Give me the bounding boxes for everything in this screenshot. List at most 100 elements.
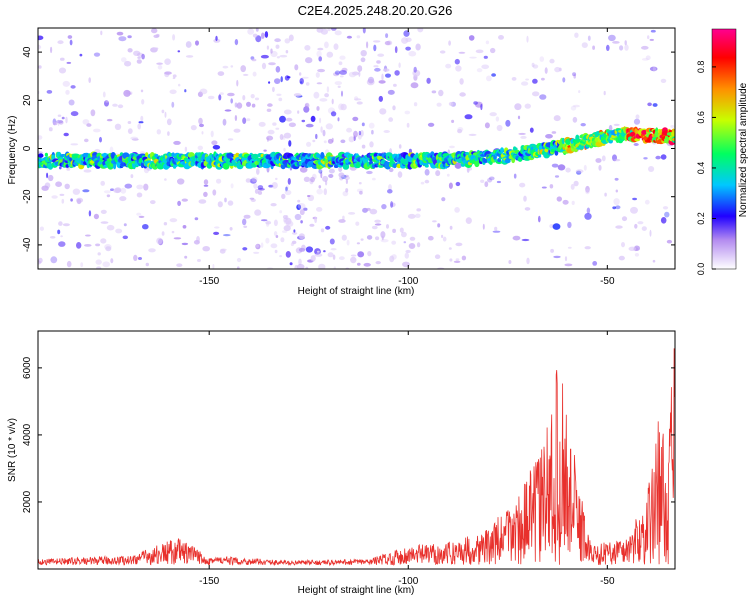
heatmap-speckle — [300, 220, 303, 224]
heatmap-speckle — [140, 89, 144, 93]
x-tick-label: -150 — [199, 276, 219, 287]
heatmap-speckle — [438, 89, 444, 97]
heatmap-speckle — [333, 72, 340, 77]
ridge-cell — [38, 153, 44, 158]
heatmap-speckle — [151, 28, 158, 34]
heatmap-speckle — [360, 50, 367, 57]
heatmap-speckle — [213, 231, 220, 235]
heatmap-speckle — [90, 109, 96, 117]
heatmap-speckle — [163, 222, 168, 226]
heatmap-speckle — [299, 209, 305, 216]
heatmap-speckle — [424, 179, 430, 184]
heatmap-speckle — [513, 173, 517, 179]
heatmap-speckle — [408, 243, 416, 249]
heatmap-speckle — [195, 40, 199, 46]
heatmap-speckle — [521, 81, 529, 86]
heatmap-speckle — [193, 240, 200, 245]
heatmap-speckle — [481, 64, 490, 70]
heatmap-speckle — [57, 40, 64, 45]
heatmap-speckle — [295, 247, 303, 254]
heatmap-speckle — [55, 181, 62, 187]
heatmap-speckle — [249, 197, 255, 200]
heatmap-speckle — [282, 230, 288, 233]
spectrogram-y-ticks: -40 -20 0 20 40 — [22, 46, 675, 252]
heatmap-speckle — [216, 178, 222, 184]
heatmap-speckle — [348, 136, 355, 143]
heatmap-speckle — [284, 38, 291, 44]
heatmap-speckle — [323, 250, 326, 253]
heatmap-speckle — [299, 166, 308, 173]
x-tick-label: -100 — [398, 576, 418, 587]
heatmap-speckle — [464, 114, 473, 120]
heatmap-speckle — [330, 248, 337, 251]
heatmap-speckle — [114, 123, 122, 130]
heatmap-speckle — [633, 143, 639, 146]
heatmap-speckle — [541, 77, 545, 81]
heatmap-speckle — [334, 30, 342, 36]
heatmap-speckle — [404, 110, 411, 115]
heatmap-speckle — [136, 192, 143, 198]
heatmap-speckle — [387, 89, 395, 95]
heatmap-speckle — [389, 255, 395, 263]
heatmap-speckle — [398, 144, 402, 149]
heatmap-speckle — [273, 219, 278, 227]
heatmap-speckle — [572, 116, 578, 123]
heatmap-speckle — [285, 215, 289, 221]
heatmap-speckle — [117, 104, 124, 109]
heatmap-speckle — [310, 115, 316, 122]
heatmap-speckle — [496, 124, 503, 132]
heatmap-speckle — [169, 218, 178, 223]
heatmap-speckle — [268, 184, 274, 188]
heatmap-speckle — [331, 98, 334, 105]
heatmap-speckle — [55, 120, 64, 124]
heatmap-speckle — [454, 162, 462, 169]
heatmap-speckle — [572, 72, 577, 77]
heatmap-speckle — [489, 112, 497, 117]
heatmap-speckle — [325, 123, 333, 130]
heatmap-speckle — [587, 35, 591, 41]
heatmap-speckle — [670, 125, 675, 128]
heatmap-speckle — [346, 127, 353, 133]
heatmap-speckle — [61, 116, 65, 120]
heatmap-speckle — [102, 91, 106, 98]
heatmap-speckle — [173, 140, 181, 145]
heatmap-speckle — [468, 133, 477, 136]
heatmap-speckle — [254, 209, 262, 216]
heatmap-speckle — [356, 242, 360, 245]
heatmap-speckle — [80, 262, 84, 268]
heatmap-speckle — [571, 200, 575, 205]
heatmap-speckle — [391, 240, 397, 245]
heatmap-speckle — [662, 206, 669, 210]
heatmap-speckle — [184, 146, 188, 152]
heatmap-speckle — [457, 128, 463, 134]
heatmap-speckle — [301, 76, 309, 79]
heatmap-speckle — [50, 256, 58, 264]
heatmap-speckle — [203, 184, 209, 187]
heatmap-speckle — [212, 189, 217, 196]
heatmap-speckle — [249, 178, 257, 184]
heatmap-speckle — [304, 45, 311, 51]
heatmap-speckle — [323, 188, 327, 196]
ridge-cell — [554, 149, 559, 156]
heatmap-speckle — [357, 133, 362, 140]
heatmap-speckle — [270, 203, 277, 207]
heatmap-speckle — [455, 242, 463, 247]
heatmap-speckle — [72, 188, 81, 195]
heatmap-speckle — [240, 65, 246, 73]
heatmap-speckle — [326, 51, 334, 58]
heatmap-speckle — [624, 40, 627, 46]
heatmap-speckle — [578, 90, 581, 94]
heatmap-speckle — [303, 207, 308, 211]
heatmap-speckle — [612, 41, 620, 44]
colorbar-ticks: 0.0 0.2 0.4 0.6 0.8 — [696, 61, 716, 275]
heatmap-speckle — [130, 174, 134, 179]
heatmap-speckle — [176, 263, 183, 268]
heatmap-speckle — [227, 200, 234, 206]
ridge-cell — [500, 147, 504, 154]
ridge-cell — [72, 154, 79, 159]
heatmap-speckle — [275, 127, 280, 130]
heatmap-speckle — [263, 149, 267, 152]
heatmap-speckle — [314, 253, 323, 257]
heatmap-speckle — [362, 28, 366, 34]
